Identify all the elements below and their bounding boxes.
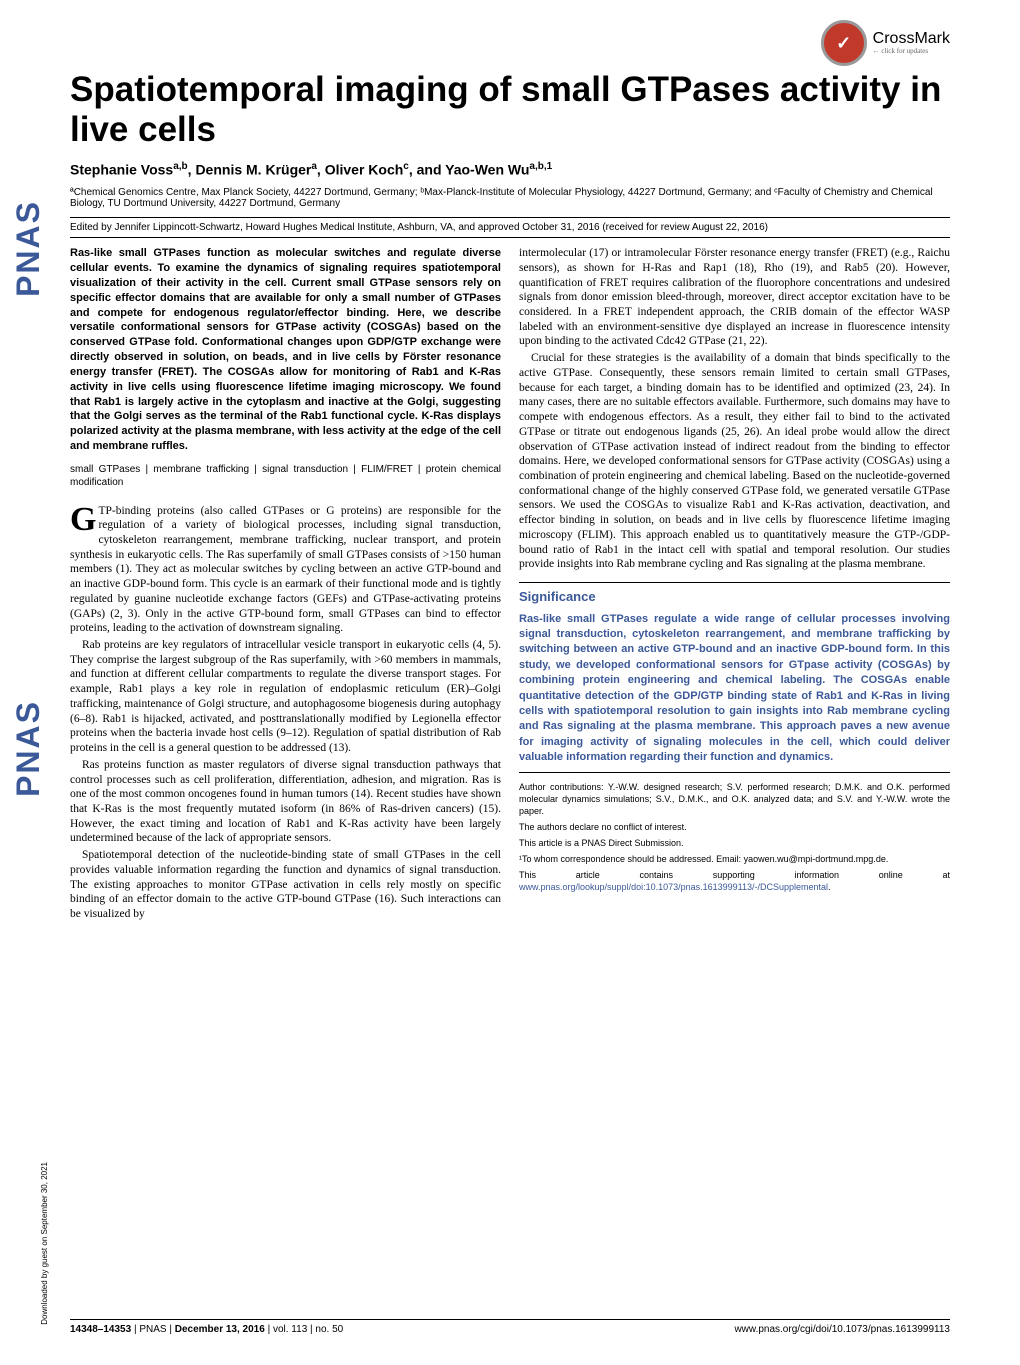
crossmark-sublabel: ← click for updates xyxy=(873,47,950,55)
conflict-statement: The authors declare no conflict of inter… xyxy=(519,821,950,833)
download-note: Downloaded by guest on September 30, 202… xyxy=(40,1162,49,1325)
pnas-logo-sidebar: PNAS xyxy=(10,200,47,297)
footer-right: www.pnas.org/cgi/doi/10.1073/pnas.161399… xyxy=(734,1324,950,1335)
crossmark-icon: ✓ xyxy=(821,20,867,66)
body-para-4: Spatiotemporal detection of the nucleoti… xyxy=(70,848,501,922)
direct-submission: This article is a PNAS Direct Submission… xyxy=(519,837,950,849)
crossmark-badge[interactable]: ✓ CrossMark ← click for updates xyxy=(821,20,950,66)
significance-heading: Significance xyxy=(519,589,950,606)
body-para-3: Ras proteins function as master regulato… xyxy=(70,758,501,846)
crossmark-label: CrossMark xyxy=(873,31,950,47)
authors-line: Stephanie Vossa,b, Dennis M. Krügera, Ol… xyxy=(70,161,950,178)
page-footer: 14348–14353 | PNAS | December 13, 2016 |… xyxy=(70,1319,950,1335)
supp-text: This article contains supporting informa… xyxy=(519,870,950,880)
significance-box: Significance Ras-like small GTPases regu… xyxy=(519,582,950,773)
body-para-1: GTP-binding proteins (also called GTPase… xyxy=(70,504,501,636)
body-para-r2: Crucial for these strategies is the avai… xyxy=(519,351,950,572)
dropcap: G xyxy=(70,504,98,535)
significance-body: Ras-like small GTPases regulate a wide r… xyxy=(519,612,950,766)
supp-link[interactable]: www.pnas.org/lookup/suppl/doi:10.1073/pn… xyxy=(519,882,828,892)
supp-end: . xyxy=(828,882,831,892)
para1-text: TP-binding proteins (also called GTPases… xyxy=(70,505,501,635)
abstract: Ras-like small GTPases function as molec… xyxy=(70,246,501,454)
footer-left: 14348–14353 | PNAS | December 13, 2016 |… xyxy=(70,1324,343,1335)
author-contributions: Author contributions: Y.-W.W. designed r… xyxy=(519,781,950,817)
supporting-info: This article contains supporting informa… xyxy=(519,869,950,893)
right-column: intermolecular (17) or intramolecular Fö… xyxy=(519,246,950,924)
body-para-2: Rab proteins are key regulators of intra… xyxy=(70,638,501,756)
body-para-r1: intermolecular (17) or intramolecular Fö… xyxy=(519,246,950,349)
left-column: Ras-like small GTPases function as molec… xyxy=(70,246,501,924)
affiliations: ªChemical Genomics Centre, Max Planck So… xyxy=(70,187,950,209)
keywords: small GTPases | membrane trafficking | s… xyxy=(70,464,501,490)
correspondence: ¹To whom correspondence should be addres… xyxy=(519,853,950,865)
pnas-logo-sidebar-2: PNAS xyxy=(10,700,47,797)
article-title: Spatiotemporal imaging of small GTPases … xyxy=(70,70,950,151)
edited-line: Edited by Jennifer Lippincott-Schwartz, … xyxy=(70,217,950,238)
footnotes: Author contributions: Y.-W.W. designed r… xyxy=(519,781,950,894)
